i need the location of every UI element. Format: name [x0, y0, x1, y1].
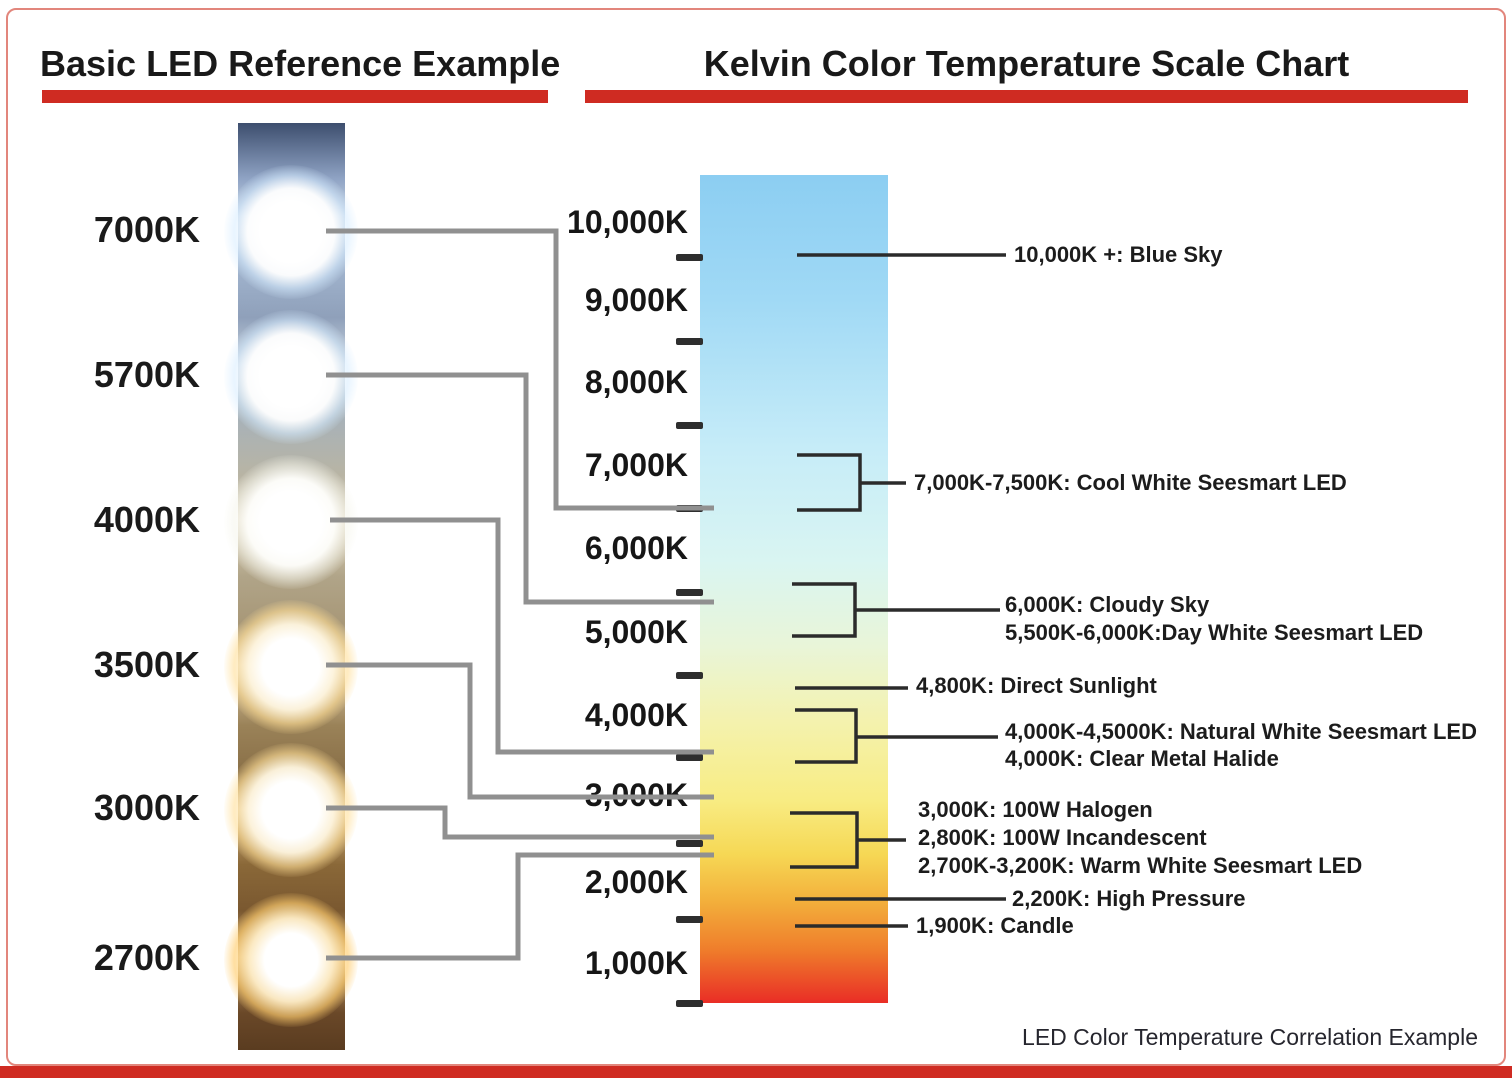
led-glow-4000k [224, 455, 358, 589]
scale-label-7000k: 7,000K [584, 447, 688, 483]
scale-label-1000k: 1,000K [584, 945, 688, 981]
scale-tick [676, 338, 703, 345]
scale-tick [676, 422, 703, 429]
annotation-direct-sunlight: 4,800K: Direct Sunlight [916, 673, 1157, 698]
led-glow-2700k [224, 893, 358, 1027]
scale-label-2000k: 2,000K [584, 864, 688, 900]
annotation-candle: 1,900K: Candle [916, 913, 1074, 938]
scale-label-8000k: 8,000K [584, 364, 688, 400]
led-label-2700k: 2700K [93, 937, 200, 978]
led-glow-7000k [224, 165, 358, 299]
scale-tick [676, 754, 703, 761]
scale-label-6000k: 6,000K [584, 530, 688, 566]
led-strip-photo [224, 123, 358, 1050]
scale-tick [676, 505, 703, 512]
scale-label-10000k: 10,000K [567, 204, 688, 240]
scale-label-3000k: 3,000K [584, 777, 688, 813]
annotation-high-pressure: 2,200K: High Pressure [1012, 886, 1246, 911]
led-label-7000k: 7000K [93, 209, 200, 250]
scale-tick [676, 589, 703, 596]
led-label-5700k: 5700K [93, 354, 200, 395]
led-label-3000k: 3000K [93, 787, 200, 828]
annotation-blue-sky: 10,000K +: Blue Sky [1014, 242, 1223, 267]
kelvin-gradient-bar [700, 175, 888, 1003]
led-glow-3000k [224, 743, 358, 877]
scale-label-4000k: 4,000K [584, 697, 688, 733]
scale-tick [676, 916, 703, 923]
scale-tick [676, 254, 703, 261]
annotation-halogen-incandescent-warm-white: 3,000K: 100W Halogen 2,800K: 100W Incand… [918, 797, 1363, 878]
left-section-title: Basic LED Reference Example [40, 43, 561, 84]
scale-label-5000k: 5,000K [584, 614, 688, 650]
annotation-cool-white-led: 7,000K-7,500K: Cool White Seesmart LED [914, 470, 1347, 495]
right-section-title: Kelvin Color Temperature Scale Chart [703, 43, 1350, 84]
annotation-natural-white-metal-halide: 4,000K-4,5000K: Natural White Seesmart L… [1005, 719, 1477, 771]
led-label-3500k: 3500K [93, 644, 200, 685]
led-label-4000k: 4000K [93, 499, 200, 540]
caption: LED Color Temperature Correlation Exampl… [1022, 1024, 1478, 1050]
scale-tick [676, 1000, 703, 1007]
annotation-cloudy-sky-day-white: 6,000K: Cloudy Sky 5,500K-6,000K:Day Whi… [1005, 592, 1424, 645]
scale-label-9000k: 9,000K [584, 282, 688, 318]
led-glow-5700k [224, 310, 358, 444]
led-glow-3500k [224, 600, 358, 734]
bottom-red-strip [0, 1066, 1512, 1078]
left-title-underline [42, 90, 548, 103]
connector-line-5700k [326, 372, 714, 605]
right-title-underline [585, 90, 1468, 103]
scale-tick [676, 672, 703, 679]
scale-tick [676, 840, 703, 847]
